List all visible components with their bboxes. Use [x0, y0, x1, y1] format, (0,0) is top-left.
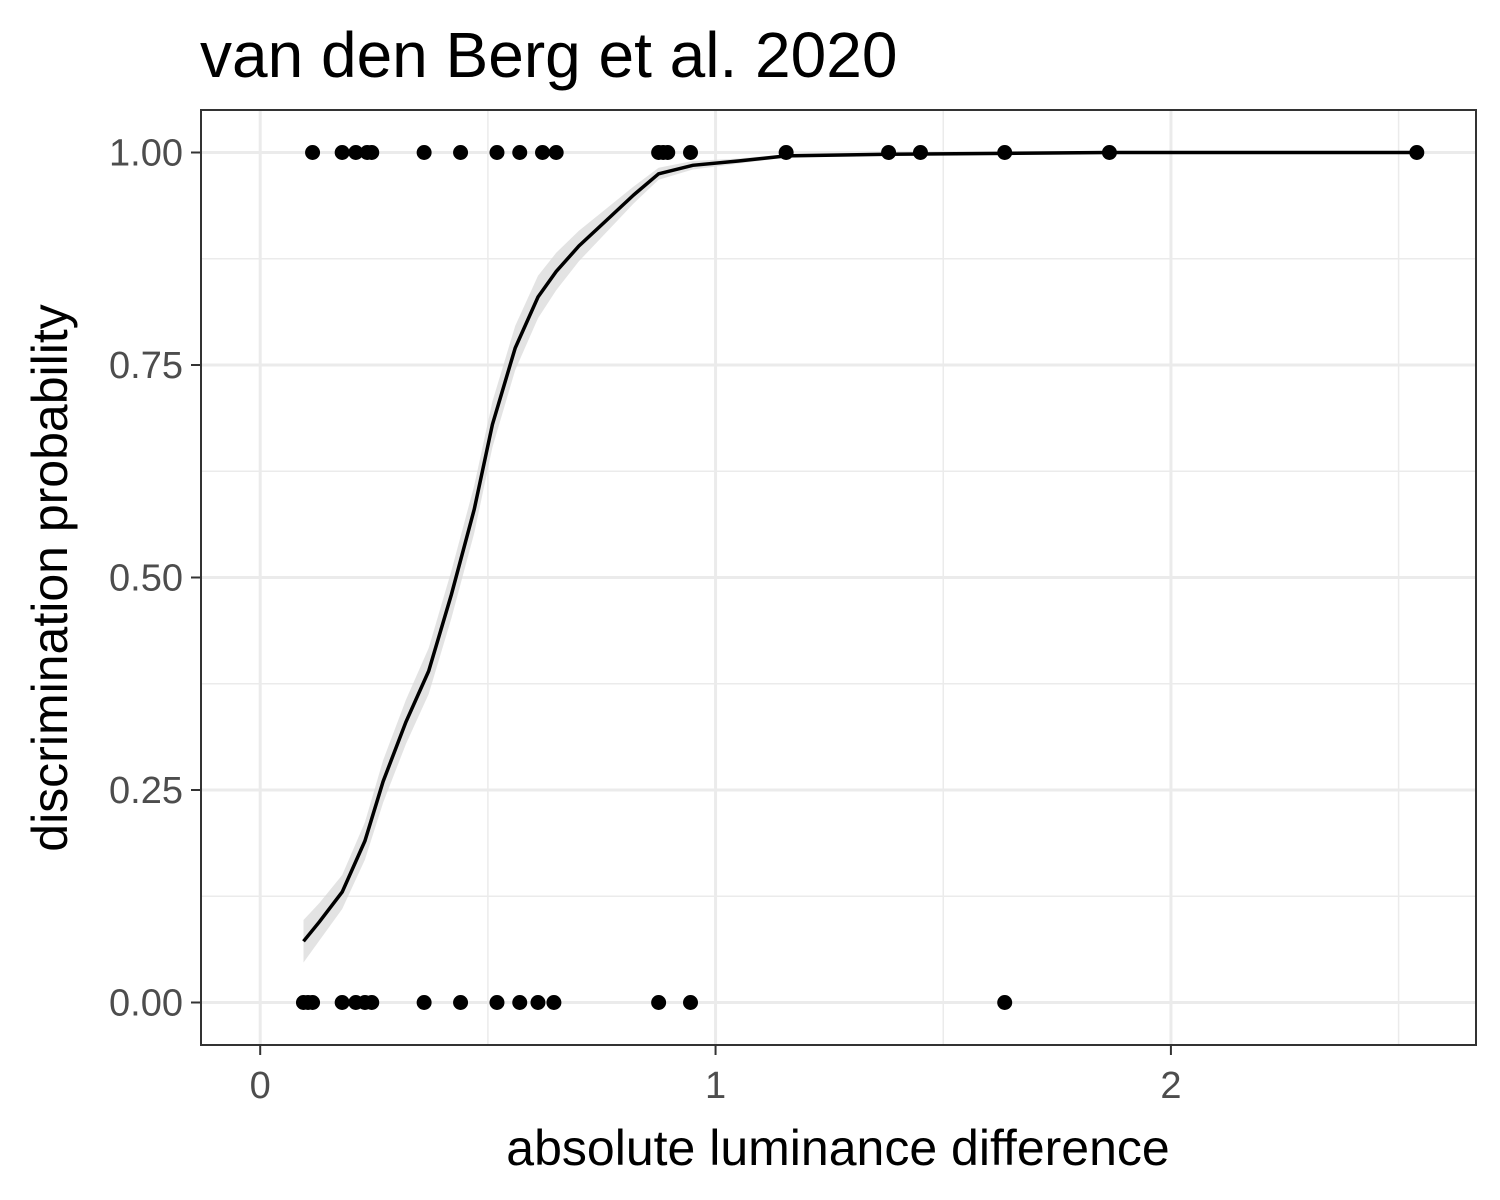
data-point [512, 145, 528, 160]
fit-line [302, 150, 1417, 943]
data-point [660, 145, 676, 160]
data-point [453, 145, 469, 160]
data-point [546, 995, 562, 1010]
y-tick-label: 1.00 [109, 133, 183, 175]
data-point [530, 995, 546, 1010]
data-point [416, 995, 432, 1010]
data-point [912, 145, 928, 160]
data-point [778, 145, 794, 160]
data-point [997, 995, 1013, 1010]
data-point [334, 145, 350, 160]
data-point [453, 995, 469, 1010]
data-point [683, 145, 699, 160]
grid-major [201, 110, 1476, 1045]
data-point [305, 995, 321, 1010]
data-point [1409, 145, 1425, 160]
x-axis-title: absolute luminance difference [506, 1120, 1169, 1176]
data-point [416, 145, 432, 160]
data-points [295, 145, 1425, 1010]
data-point [997, 145, 1013, 160]
x-axis: 0 1 2 [250, 1045, 1181, 1107]
data-point [305, 145, 321, 160]
data-point [548, 145, 564, 160]
data-point [348, 145, 364, 160]
x-tick-label: 1 [705, 1065, 726, 1107]
chart-title: van den Berg et al. 2020 [200, 19, 898, 91]
data-point [489, 145, 505, 160]
data-point [334, 995, 350, 1010]
y-tick-label: 0.25 [109, 770, 183, 812]
x-tick-label: 0 [250, 1065, 271, 1107]
y-tick-label: 0.50 [109, 558, 183, 600]
data-point [512, 995, 528, 1010]
y-tick-label: 0.00 [109, 983, 183, 1025]
y-axis-title: discrimination probability [22, 304, 78, 851]
data-point [364, 145, 380, 160]
data-point [364, 995, 380, 1010]
y-tick-label: 0.75 [109, 345, 183, 387]
data-point [651, 995, 667, 1010]
x-tick-label: 2 [1160, 1065, 1181, 1107]
data-point [1101, 145, 1117, 160]
data-point [535, 145, 551, 160]
data-point [881, 145, 897, 160]
data-point [489, 995, 505, 1010]
data-point [683, 995, 699, 1010]
y-axis: 0.00 0.25 0.50 0.75 1.00 [109, 133, 201, 1025]
